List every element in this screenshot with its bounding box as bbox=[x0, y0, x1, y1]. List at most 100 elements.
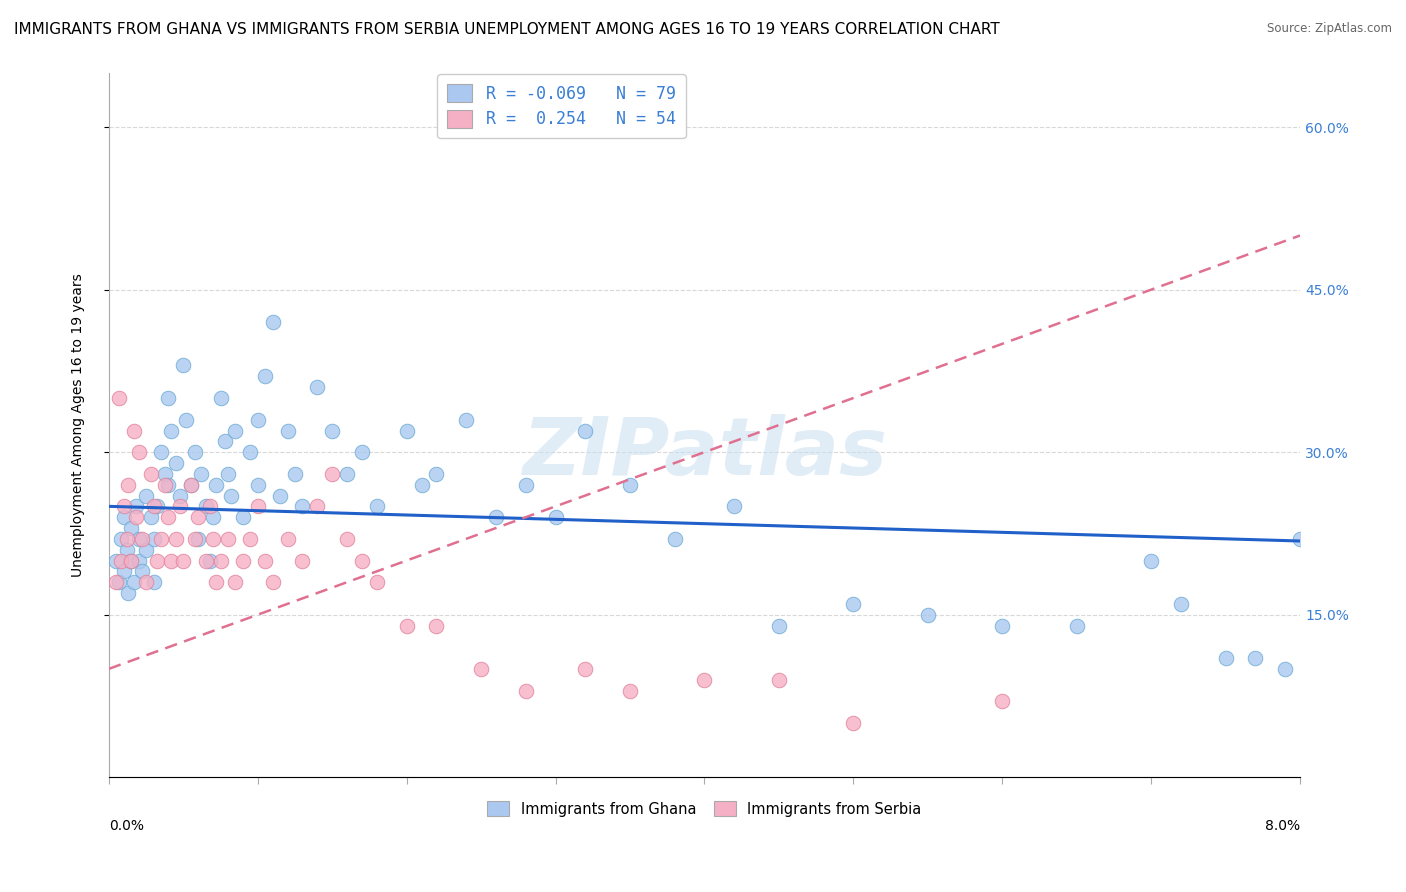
Point bbox=[217, 532, 239, 546]
Point bbox=[128, 553, 150, 567]
Point bbox=[321, 424, 343, 438]
Y-axis label: Unemployment Among Ages 16 to 19 years: Unemployment Among Ages 16 to 19 years bbox=[72, 273, 86, 577]
Point bbox=[190, 467, 212, 481]
Point bbox=[336, 467, 359, 481]
Point bbox=[619, 683, 641, 698]
Point bbox=[128, 445, 150, 459]
Point bbox=[122, 424, 145, 438]
Point bbox=[232, 553, 254, 567]
Point bbox=[124, 500, 146, 514]
Point bbox=[149, 445, 172, 459]
Point bbox=[155, 467, 177, 481]
Point bbox=[157, 391, 180, 405]
Point bbox=[145, 500, 167, 514]
Point bbox=[723, 500, 745, 514]
Point bbox=[202, 510, 225, 524]
Point bbox=[174, 412, 197, 426]
Point bbox=[307, 380, 329, 394]
Point bbox=[205, 477, 228, 491]
Point bbox=[115, 532, 138, 546]
Point bbox=[120, 553, 142, 567]
Point bbox=[110, 532, 132, 546]
Point bbox=[135, 488, 157, 502]
Point bbox=[160, 553, 183, 567]
Point bbox=[321, 467, 343, 481]
Point bbox=[145, 553, 167, 567]
Point bbox=[284, 467, 307, 481]
Point bbox=[619, 477, 641, 491]
Point bbox=[425, 467, 447, 481]
Point bbox=[544, 510, 567, 524]
Point bbox=[515, 477, 537, 491]
Point bbox=[209, 553, 232, 567]
Point bbox=[105, 553, 128, 567]
Point bbox=[395, 424, 418, 438]
Point bbox=[120, 553, 142, 567]
Point bbox=[485, 510, 508, 524]
Point bbox=[768, 618, 790, 632]
Point bbox=[246, 477, 269, 491]
Point bbox=[1066, 618, 1088, 632]
Point bbox=[262, 575, 284, 590]
Point bbox=[842, 716, 865, 731]
Point bbox=[1289, 532, 1312, 546]
Point bbox=[117, 477, 139, 491]
Point bbox=[425, 618, 447, 632]
Point bbox=[239, 445, 262, 459]
Point bbox=[169, 488, 191, 502]
Point bbox=[160, 424, 183, 438]
Point bbox=[574, 662, 596, 676]
Point bbox=[112, 565, 135, 579]
Text: 0.0%: 0.0% bbox=[108, 820, 143, 833]
Point bbox=[456, 412, 478, 426]
Point bbox=[139, 510, 162, 524]
Point bbox=[105, 575, 128, 590]
Point bbox=[157, 510, 180, 524]
Text: 8.0%: 8.0% bbox=[1265, 820, 1301, 833]
Point bbox=[142, 532, 165, 546]
Point bbox=[991, 618, 1014, 632]
Point bbox=[1215, 651, 1237, 665]
Point bbox=[1244, 651, 1267, 665]
Point bbox=[205, 575, 228, 590]
Point bbox=[574, 424, 596, 438]
Point bbox=[1274, 662, 1296, 676]
Point bbox=[277, 532, 299, 546]
Point bbox=[224, 575, 246, 590]
Text: IMMIGRANTS FROM GHANA VS IMMIGRANTS FROM SERBIA UNEMPLOYMENT AMONG AGES 16 TO 19: IMMIGRANTS FROM GHANA VS IMMIGRANTS FROM… bbox=[14, 22, 1000, 37]
Point bbox=[768, 673, 790, 687]
Point bbox=[117, 586, 139, 600]
Point bbox=[224, 424, 246, 438]
Point bbox=[202, 532, 225, 546]
Point bbox=[149, 532, 172, 546]
Legend: Immigrants from Ghana, Immigrants from Serbia: Immigrants from Ghana, Immigrants from S… bbox=[481, 796, 928, 822]
Point bbox=[135, 542, 157, 557]
Point bbox=[169, 500, 191, 514]
Point bbox=[470, 662, 492, 676]
Point bbox=[693, 673, 716, 687]
Point bbox=[917, 607, 939, 622]
Point bbox=[108, 575, 131, 590]
Point bbox=[180, 477, 202, 491]
Point bbox=[157, 477, 180, 491]
Point bbox=[1140, 553, 1163, 567]
Point bbox=[172, 359, 194, 373]
Point bbox=[307, 500, 329, 514]
Point bbox=[366, 575, 388, 590]
Point bbox=[291, 553, 314, 567]
Point bbox=[411, 477, 433, 491]
Text: Source: ZipAtlas.com: Source: ZipAtlas.com bbox=[1267, 22, 1392, 36]
Point bbox=[180, 477, 202, 491]
Point bbox=[239, 532, 262, 546]
Point bbox=[108, 391, 131, 405]
Point bbox=[277, 424, 299, 438]
Point bbox=[128, 532, 150, 546]
Point bbox=[112, 510, 135, 524]
Point bbox=[184, 445, 207, 459]
Point bbox=[214, 434, 236, 449]
Point bbox=[198, 553, 221, 567]
Point bbox=[112, 500, 135, 514]
Point bbox=[1170, 597, 1192, 611]
Point bbox=[254, 553, 277, 567]
Point bbox=[187, 532, 209, 546]
